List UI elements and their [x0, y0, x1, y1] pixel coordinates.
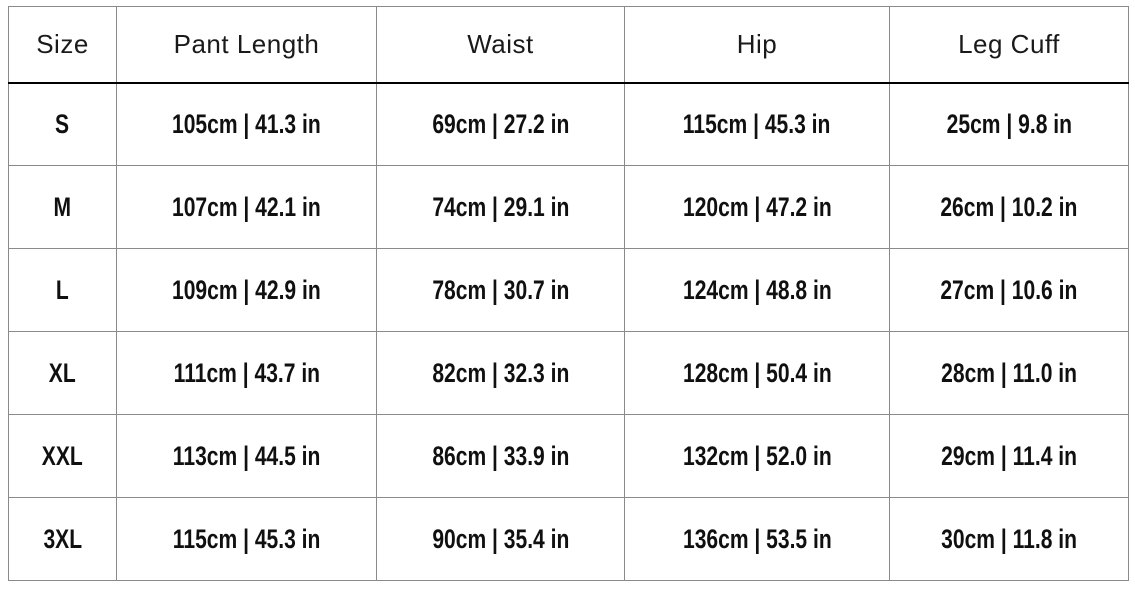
- cell-pant-length: 109cm | 42.9 in: [116, 248, 377, 332]
- cell-leg-cuff: 30cm | 11.8 in: [889, 497, 1129, 581]
- cell-pant-length: 111cm | 43.7 in: [116, 331, 377, 415]
- size-value: M: [53, 191, 72, 222]
- header-size: Size: [8, 6, 117, 84]
- cell-waist: 74cm | 29.1 in: [376, 165, 625, 249]
- table-row-s: S 105cm | 41.3 in 69cm | 27.2 in 115cm |…: [8, 82, 1129, 166]
- waist-value: 90cm | 35.4 in: [431, 523, 570, 554]
- hip-value: 136cm | 53.5 in: [682, 523, 832, 554]
- cell-leg-cuff: 28cm | 11.0 in: [889, 331, 1129, 415]
- table-row-m: M 107cm | 42.1 in 74cm | 29.1 in 120cm |…: [8, 165, 1129, 249]
- cell-hip: 120cm | 47.2 in: [624, 165, 890, 249]
- cell-leg-cuff: 29cm | 11.4 in: [889, 414, 1129, 498]
- cell-pant-length: 107cm | 42.1 in: [116, 165, 377, 249]
- waist-value: 82cm | 32.3 in: [431, 357, 570, 388]
- cell-hip: 124cm | 48.8 in: [624, 248, 890, 332]
- cell-pant-length: 105cm | 41.3 in: [116, 82, 377, 166]
- leg-cuff-value: 27cm | 10.6 in: [940, 274, 1078, 305]
- pant-length-value: 109cm | 42.9 in: [172, 274, 321, 305]
- header-leg-cuff: Leg Cuff: [889, 6, 1129, 84]
- cell-pant-length: 115cm | 45.3 in: [116, 497, 377, 581]
- hip-value: 115cm | 45.3 in: [683, 108, 831, 139]
- cell-hip: 136cm | 53.5 in: [624, 497, 890, 581]
- leg-cuff-value: 25cm | 9.8 in: [946, 108, 1072, 139]
- cell-size: S: [8, 82, 117, 166]
- cell-size: 3XL: [8, 497, 117, 581]
- cell-hip: 115cm | 45.3 in: [624, 82, 890, 166]
- hip-value: 128cm | 50.4 in: [682, 357, 832, 388]
- size-value: XXL: [42, 440, 83, 471]
- hip-value: 120cm | 47.2 in: [682, 191, 832, 222]
- size-value: S: [55, 108, 70, 139]
- waist-value: 74cm | 29.1 in: [431, 191, 570, 222]
- size-chart-table: Size Pant Length Waist Hip Leg Cuff S 10…: [8, 6, 1129, 581]
- cell-waist: 86cm | 33.9 in: [376, 414, 625, 498]
- leg-cuff-value: 30cm | 11.8 in: [941, 523, 1077, 554]
- leg-cuff-value: 29cm | 11.4 in: [941, 440, 1077, 471]
- leg-cuff-value: 28cm | 11.0 in: [941, 357, 1077, 388]
- hip-value: 124cm | 48.8 in: [682, 274, 832, 305]
- cell-waist: 90cm | 35.4 in: [376, 497, 625, 581]
- cell-pant-length: 113cm | 44.5 in: [116, 414, 377, 498]
- pant-length-value: 107cm | 42.1 in: [172, 191, 321, 222]
- waist-value: 78cm | 30.7 in: [431, 274, 570, 305]
- cell-size: L: [8, 248, 117, 332]
- hip-value: 132cm | 52.0 in: [682, 440, 832, 471]
- pant-length-value: 115cm | 45.3 in: [172, 523, 321, 554]
- leg-cuff-value: 26cm | 10.2 in: [940, 191, 1078, 222]
- cell-leg-cuff: 26cm | 10.2 in: [889, 165, 1129, 249]
- cell-leg-cuff: 27cm | 10.6 in: [889, 248, 1129, 332]
- cell-leg-cuff: 25cm | 9.8 in: [889, 82, 1129, 166]
- pant-length-value: 111cm | 43.7 in: [173, 357, 320, 388]
- size-value: XL: [49, 357, 76, 388]
- cell-waist: 82cm | 32.3 in: [376, 331, 625, 415]
- size-value: L: [56, 274, 69, 305]
- cell-waist: 78cm | 30.7 in: [376, 248, 625, 332]
- cell-hip: 132cm | 52.0 in: [624, 414, 890, 498]
- cell-size: M: [8, 165, 117, 249]
- cell-size: XL: [8, 331, 117, 415]
- cell-waist: 69cm | 27.2 in: [376, 82, 625, 166]
- header-pant-length: Pant Length: [116, 6, 377, 84]
- table-row-l: L 109cm | 42.9 in 78cm | 30.7 in 124cm |…: [8, 248, 1129, 332]
- size-chart-header-row: Size Pant Length Waist Hip Leg Cuff: [8, 6, 1129, 84]
- pant-length-value: 113cm | 44.5 in: [172, 440, 321, 471]
- table-row-3xl: 3XL 115cm | 45.3 in 90cm | 35.4 in 136cm…: [8, 497, 1129, 581]
- size-value: 3XL: [43, 523, 82, 554]
- waist-value: 69cm | 27.2 in: [431, 108, 570, 139]
- table-row-xl: XL 111cm | 43.7 in 82cm | 32.3 in 128cm …: [8, 331, 1129, 415]
- header-waist: Waist: [376, 6, 625, 84]
- table-row-xxl: XXL 113cm | 44.5 in 86cm | 33.9 in 132cm…: [8, 414, 1129, 498]
- cell-size: XXL: [8, 414, 117, 498]
- size-chart-body: S 105cm | 41.3 in 69cm | 27.2 in 115cm |…: [8, 82, 1129, 581]
- waist-value: 86cm | 33.9 in: [431, 440, 570, 471]
- header-hip: Hip: [624, 6, 890, 84]
- pant-length-value: 105cm | 41.3 in: [172, 108, 321, 139]
- cell-hip: 128cm | 50.4 in: [624, 331, 890, 415]
